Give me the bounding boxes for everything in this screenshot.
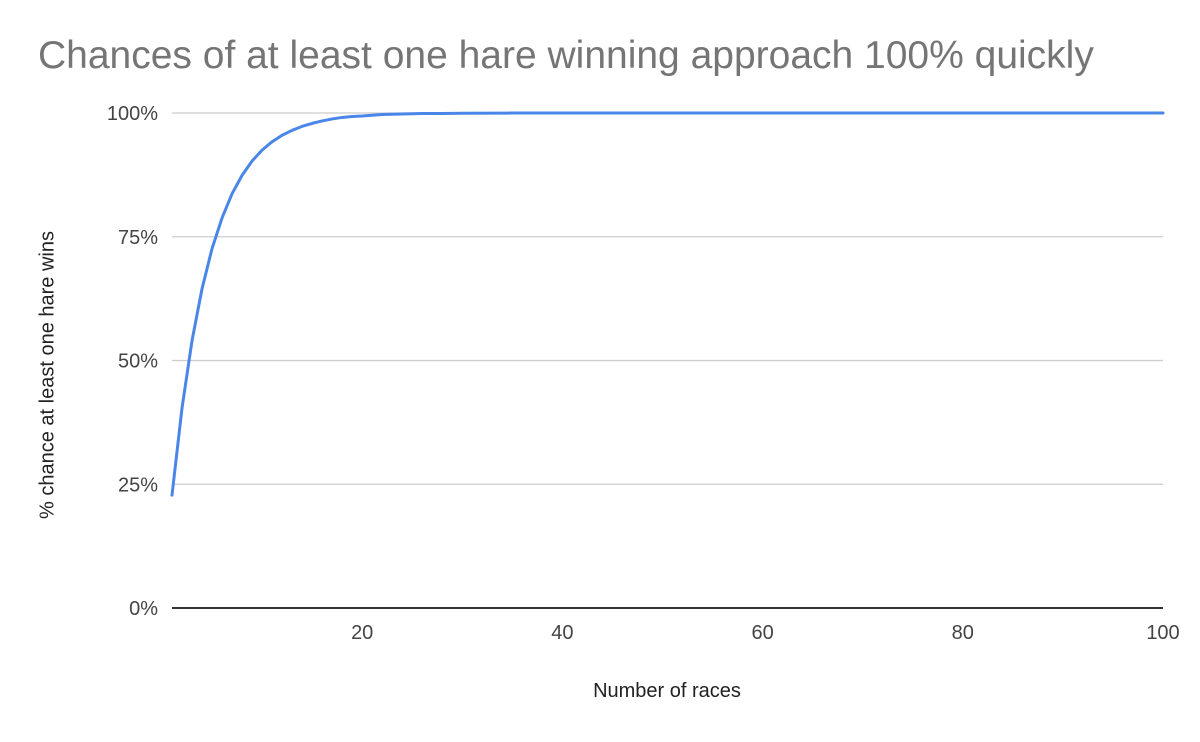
chart-title: Chances of at least one hare winning app… bbox=[38, 34, 1094, 77]
series-lines bbox=[170, 111, 1165, 497]
series-line bbox=[170, 111, 1165, 497]
x-tick-label: 20 bbox=[351, 622, 373, 644]
x-tick-label: 60 bbox=[751, 622, 773, 644]
x-tick-labels: 20 40 60 80 100 bbox=[351, 622, 1180, 644]
y-tick-label: 25% bbox=[118, 474, 158, 496]
x-tick-label: 80 bbox=[952, 622, 974, 644]
y-tick-label: 75% bbox=[118, 227, 158, 249]
gridlines bbox=[172, 112, 1163, 609]
y-tick-labels: 0% 25% 50% 75% 100% bbox=[107, 103, 158, 620]
y-tick-label: 100% bbox=[107, 103, 158, 125]
x-tick-label: 100 bbox=[1146, 622, 1179, 644]
x-tick-label: 40 bbox=[551, 622, 573, 644]
y-tick-label: 0% bbox=[129, 598, 158, 620]
x-axis-label: Number of races bbox=[593, 680, 741, 702]
y-tick-label: 50% bbox=[118, 351, 158, 373]
